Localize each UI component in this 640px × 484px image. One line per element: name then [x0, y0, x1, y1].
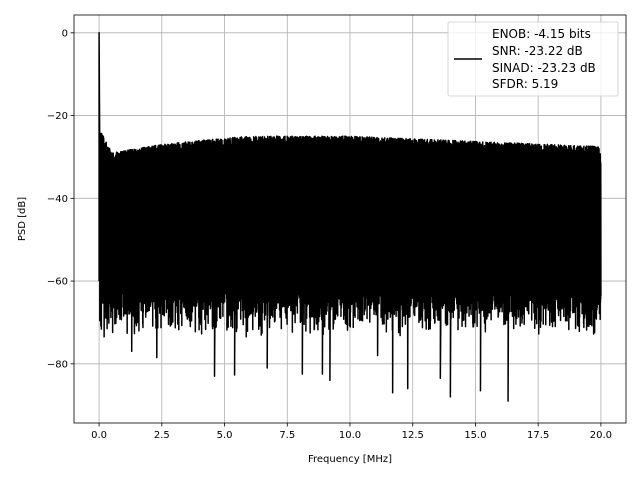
y-tick-label: −60 [47, 277, 68, 288]
legend-sinad: SINAD: -23.23 dB [492, 61, 596, 75]
x-tick-label: 0.0 [91, 430, 107, 441]
legend-sfdr: SFDR: 5.19 [492, 77, 558, 91]
x-tick-label: 17.5 [527, 430, 549, 441]
x-axis-label: Frequency [MHz] [308, 454, 392, 465]
x-tick-label: 7.5 [279, 430, 295, 441]
x-tick-label: 5.0 [217, 430, 233, 441]
legend-snr: SNR: -23.22 dB [492, 44, 583, 58]
y-tick-label: −40 [47, 194, 68, 205]
y-axis-label: PSD [dB] [17, 197, 28, 241]
x-tick-label: 20.0 [590, 430, 612, 441]
y-tick-label: −20 [47, 111, 68, 122]
x-tick-label: 15.0 [464, 430, 486, 441]
legend-enob: ENOB: -4.15 bits [492, 27, 591, 41]
legend: ENOB: -4.15 bits SNR: -23.22 dB SINAD: -… [448, 22, 618, 96]
y-tick-label: 0 [62, 28, 68, 39]
x-tick-label: 10.0 [339, 430, 361, 441]
y-tick-label: −80 [47, 359, 68, 370]
x-tick-label: 12.5 [402, 430, 424, 441]
x-tick-label: 2.5 [154, 430, 170, 441]
